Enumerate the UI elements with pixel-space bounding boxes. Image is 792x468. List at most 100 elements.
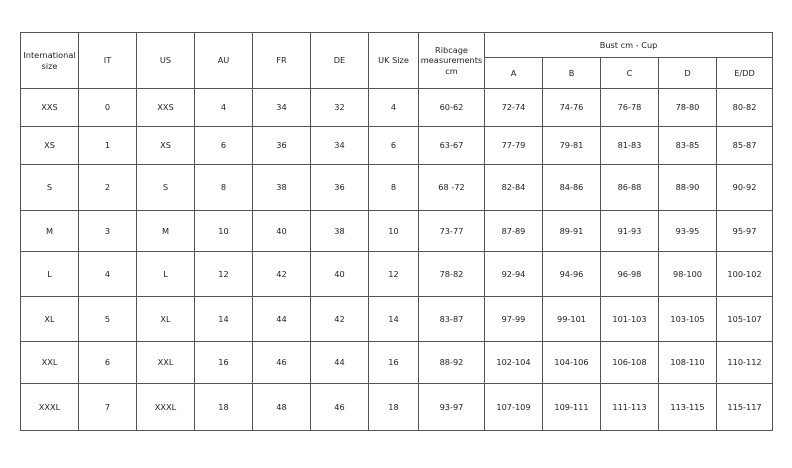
table-cell: 97-99 [484,296,543,342]
table-cell: 108-110 [658,341,717,384]
header-ribcage: Ribcage measurements cm [418,32,485,89]
header-cup-d: D [658,57,717,89]
table-cell: 5 [78,296,137,342]
table-cell: 44 [252,296,311,342]
header-cup-b: B [542,57,601,89]
table-cell: 60-62 [418,88,485,127]
table-cell: XS [20,126,79,165]
table-cell: L [136,251,195,297]
table-row: XS 1 XS 6 36 34 6 63-67 77-79 79-81 81-83 83-85 85-8… [20,126,774,165]
table-cell: 4 [194,88,253,127]
table-cell: 93-95 [658,210,717,252]
table-cell: 100-102 [715,251,774,297]
table-cell: 88-92 [418,341,485,384]
header-cup-c: C [600,57,659,89]
table-cell: 14 [194,296,253,342]
table-cell: 2 [78,164,137,211]
table-cell: XXXL [20,383,79,431]
table-row: M 3 M 10 40 38 10 73-77 87-89 89-91 91-93 93-95 95-9… [20,210,774,252]
table-cell: XS [136,126,195,165]
table-cell: 96-98 [600,251,659,297]
table-cell: 68 -72 [418,164,485,211]
table-cell: 90-92 [715,164,774,211]
table-cell: 38 [310,210,369,252]
header-it: IT [78,32,137,89]
table-cell: XXS [20,88,79,127]
header-uk-size: UK Size [368,32,419,89]
header-bust-cup: Bust cm - Cup [483,32,774,58]
table-cell: 78-82 [418,251,485,297]
table-cell: 88-90 [658,164,717,211]
table-cell: 34 [310,126,369,165]
table-cell: 42 [310,296,369,342]
table-cell: S [136,164,195,211]
table-cell: 34 [252,88,311,127]
table-cell: 80-82 [715,88,774,127]
table-cell: 101-103 [600,296,659,342]
table-cell: 10 [194,210,253,252]
table-row: XXXL 7 XXXL 18 48 46 18 93-97 107-109 109-111 111-… [20,383,774,431]
table-cell: 103-105 [658,296,717,342]
table-cell: 85-87 [715,126,774,165]
table-cell: 104-106 [542,341,601,384]
table-cell: 94-96 [542,251,601,297]
table-row: XXL 6 XXL 16 46 44 16 88-92 102-104 104-106 106-10… [20,341,774,384]
table-cell: 0 [78,88,137,127]
table-cell: 105-107 [715,296,774,342]
table-cell: 63-67 [418,126,485,165]
table-cell: 77-79 [484,126,543,165]
table-cell: 83-85 [658,126,717,165]
table-cell: 40 [252,210,311,252]
table-cell: 12 [194,251,253,297]
table-cell: 1 [78,126,137,165]
table-cell: 8 [194,164,253,211]
table-cell: 44 [310,341,369,384]
table-cell: 18 [368,383,419,431]
table-cell: 74-76 [542,88,601,127]
table-cell: 92-94 [484,251,543,297]
table-cell: 16 [194,341,253,384]
table-cell: 78-80 [658,88,717,127]
table-cell: 107-109 [484,383,543,431]
header-us: US [136,32,195,89]
table-cell: 3 [78,210,137,252]
table-cell: 83-87 [418,296,485,342]
table-cell: 4 [368,88,419,127]
table-cell: M [136,210,195,252]
table-cell: L [20,251,79,297]
table-cell: 95-97 [715,210,774,252]
table-cell: 110-112 [715,341,774,384]
table-row: L 4 L 12 42 40 12 78-82 92-94 94-96 96-98 98-100 100… [20,251,774,297]
table-cell: 36 [310,164,369,211]
table-cell: M [20,210,79,252]
table-cell: 12 [368,251,419,297]
table-cell: 40 [310,251,369,297]
table-cell: 16 [368,341,419,384]
header-cup-e-dd: E/DD [715,57,774,89]
table-cell: S [20,164,79,211]
table-cell: 79-81 [542,126,601,165]
table-cell: 81-83 [600,126,659,165]
table-cell: XL [20,296,79,342]
table-cell: 99-101 [542,296,601,342]
size-chart-table: International size IT US AU FR DE UK Siz… [20,32,774,431]
header-au: AU [194,32,253,89]
table-cell: 86-88 [600,164,659,211]
table-cell: 113-115 [658,383,717,431]
table-cell: 38 [252,164,311,211]
table-cell: 73-77 [418,210,485,252]
table-cell: 93-97 [418,383,485,431]
table-cell: 106-108 [600,341,659,384]
table-cell: 89-91 [542,210,601,252]
table-cell: 46 [310,383,369,431]
table-cell: 6 [368,126,419,165]
table-cell: XXL [20,341,79,384]
table-cell: 42 [252,251,311,297]
table-cell: XXXL [136,383,195,431]
table-cell: 46 [252,341,311,384]
table-cell: 10 [368,210,419,252]
table-cell: 102-104 [484,341,543,384]
table-cell: XXL [136,341,195,384]
table-cell: 32 [310,88,369,127]
table-cell: 98-100 [658,251,717,297]
